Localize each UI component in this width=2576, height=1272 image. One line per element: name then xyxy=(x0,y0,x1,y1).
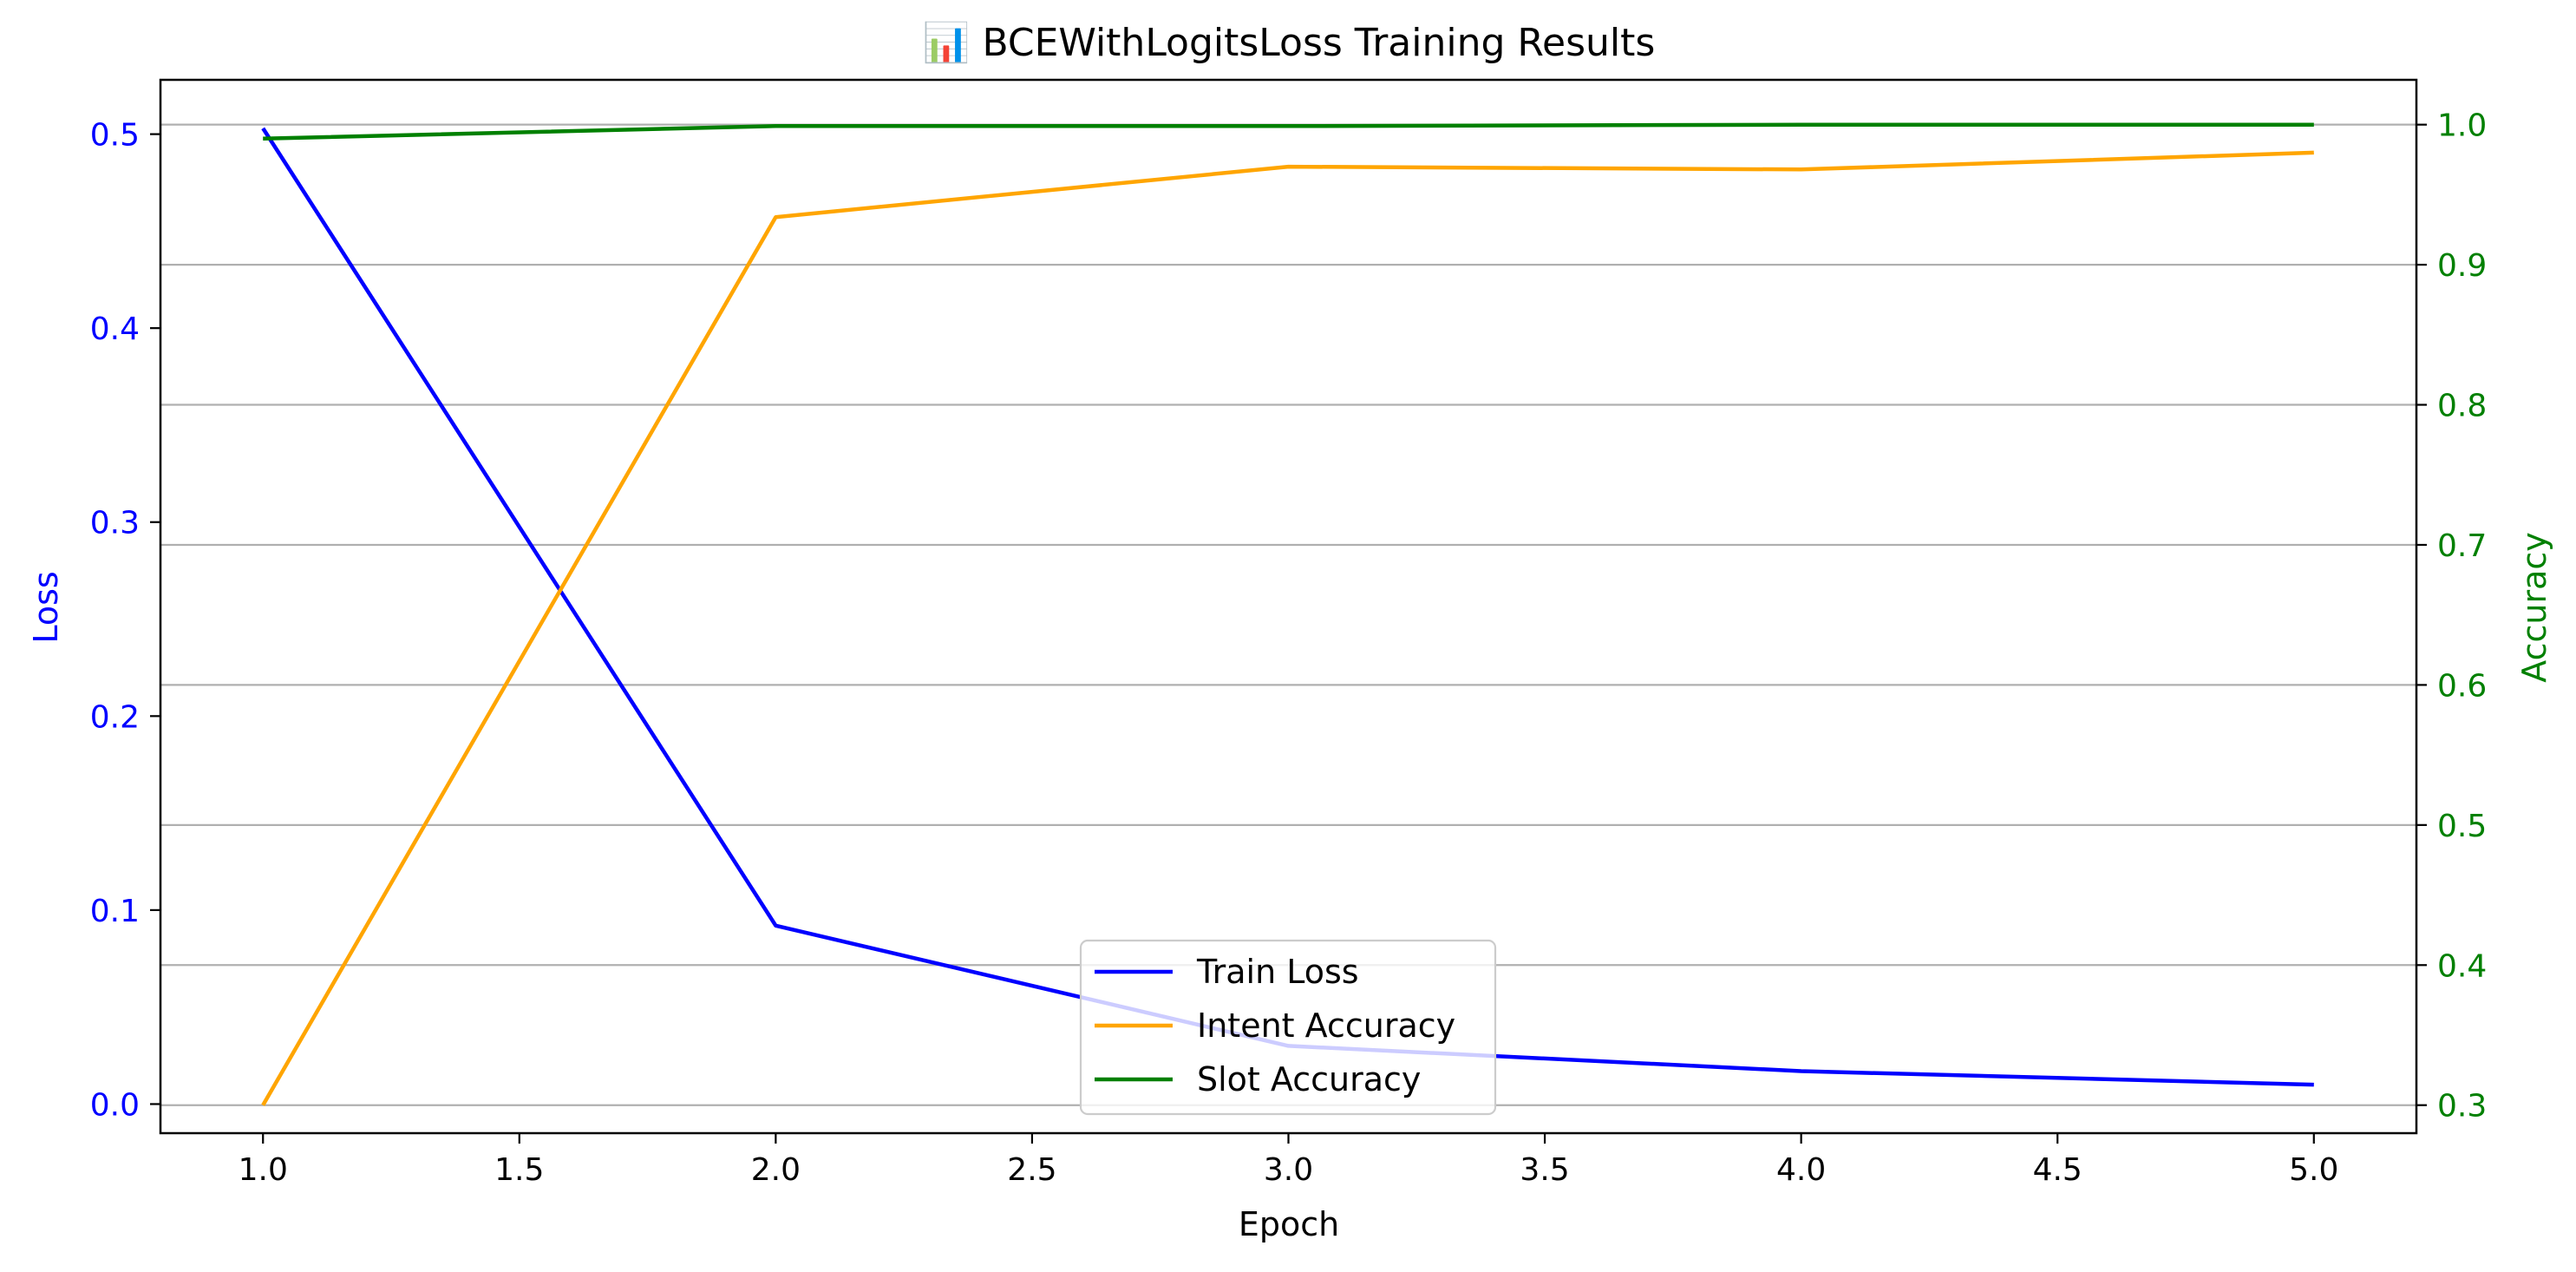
right-y-tick-label: 0.5 xyxy=(2437,809,2487,844)
x-tick-label: 1.5 xyxy=(494,1152,544,1188)
left-y-axis-title: Loss xyxy=(27,571,65,643)
x-tick-label: 2.0 xyxy=(751,1152,801,1188)
right-y-tick-label: 0.7 xyxy=(2437,528,2487,564)
right-y-axis-title: Accuracy xyxy=(2515,532,2553,683)
left-y-tick-label: 0.3 xyxy=(90,506,140,541)
x-tick-label: 3.0 xyxy=(1264,1152,1313,1188)
right-y-tick-label: 0.9 xyxy=(2437,248,2487,284)
left-y-tick-label: 0.4 xyxy=(90,311,140,347)
x-tick-label: 2.5 xyxy=(1007,1152,1056,1188)
legend-box xyxy=(1079,939,1497,1116)
legend-label: Slot Accuracy xyxy=(1197,1060,1421,1098)
left-y-axis: 0.0 0.1 0.2 0.3 0.4 0.5 xyxy=(90,118,160,1123)
legend: Train Loss Intent Accuracy Slot Accuracy xyxy=(1079,939,1497,1116)
right-y-tick-label: 0.6 xyxy=(2437,668,2487,704)
right-y-tick-label: 0.8 xyxy=(2437,389,2487,424)
right-y-tick-label: 0.3 xyxy=(2437,1089,2487,1124)
x-tick-label: 4.0 xyxy=(1776,1152,1826,1188)
legend-label: Intent Accuracy xyxy=(1197,1006,1455,1045)
x-tick-label: 4.5 xyxy=(2033,1152,2082,1188)
right-y-tick-label: 1.0 xyxy=(2437,108,2487,144)
series-line-intent-accuracy xyxy=(261,150,2314,1106)
right-y-axis: 0.3 0.4 0.5 0.6 0.7 0.8 0.9 1.0 xyxy=(2416,108,2487,1124)
x-tick-label: 1.0 xyxy=(239,1152,288,1188)
left-y-tick-label: 0.1 xyxy=(90,894,140,929)
x-tick-label: 5.0 xyxy=(2289,1152,2338,1188)
series-line-slot-accuracy xyxy=(263,122,2314,141)
x-axis: 1.0 1.5 2.0 2.5 3.0 3.5 4.0 4.5 5.0 xyxy=(239,1133,2338,1188)
left-y-tick-label: 0.5 xyxy=(90,118,140,154)
left-y-tick-label: 0.2 xyxy=(90,699,140,735)
left-y-tick-label: 0.0 xyxy=(90,1087,140,1123)
chart-title: 📊 BCEWithLogitsLoss Training Results xyxy=(923,21,1656,65)
right-y-tick-label: 0.4 xyxy=(2437,948,2487,984)
legend-label: Train Loss xyxy=(1196,953,1359,991)
x-axis-title: Epoch xyxy=(1239,1205,1339,1243)
x-tick-label: 3.5 xyxy=(1520,1152,1569,1188)
